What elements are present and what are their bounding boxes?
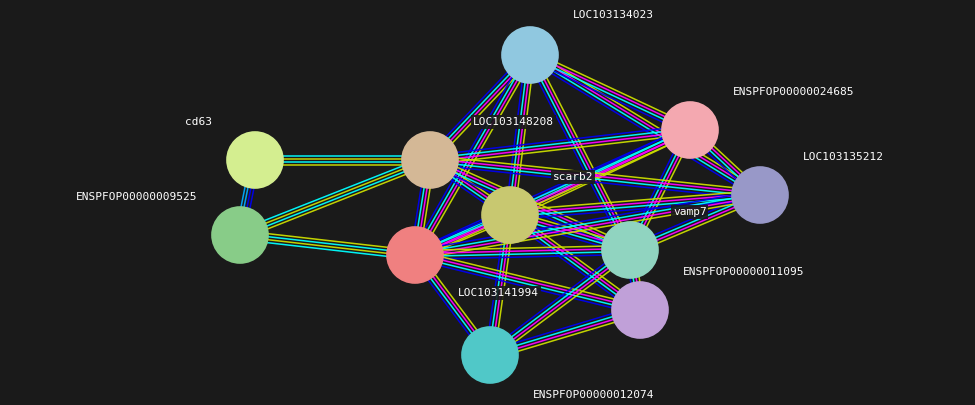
Circle shape [387, 227, 443, 283]
Text: ENSPFOP00000024685: ENSPFOP00000024685 [733, 87, 854, 97]
Circle shape [462, 327, 518, 383]
Circle shape [732, 167, 788, 223]
Circle shape [227, 132, 283, 188]
Circle shape [662, 102, 718, 158]
Circle shape [602, 222, 658, 278]
Text: cd63: cd63 [185, 117, 212, 127]
Text: LOC103148208: LOC103148208 [473, 117, 554, 127]
Circle shape [502, 27, 558, 83]
Circle shape [402, 132, 458, 188]
Text: scarb2: scarb2 [553, 172, 594, 182]
Text: LOC103134023: LOC103134023 [573, 10, 654, 20]
Text: ENSPFOP00000012074: ENSPFOP00000012074 [533, 390, 654, 400]
Circle shape [212, 207, 268, 263]
Text: ENSPFOP00000011095: ENSPFOP00000011095 [683, 267, 804, 277]
Text: vamp7: vamp7 [673, 207, 707, 217]
Circle shape [482, 187, 538, 243]
Text: ENSPFOP00000009525: ENSPFOP00000009525 [75, 192, 197, 202]
Text: LOC103135212: LOC103135212 [803, 152, 884, 162]
Text: LOC103141994: LOC103141994 [458, 288, 539, 298]
Circle shape [612, 282, 668, 338]
